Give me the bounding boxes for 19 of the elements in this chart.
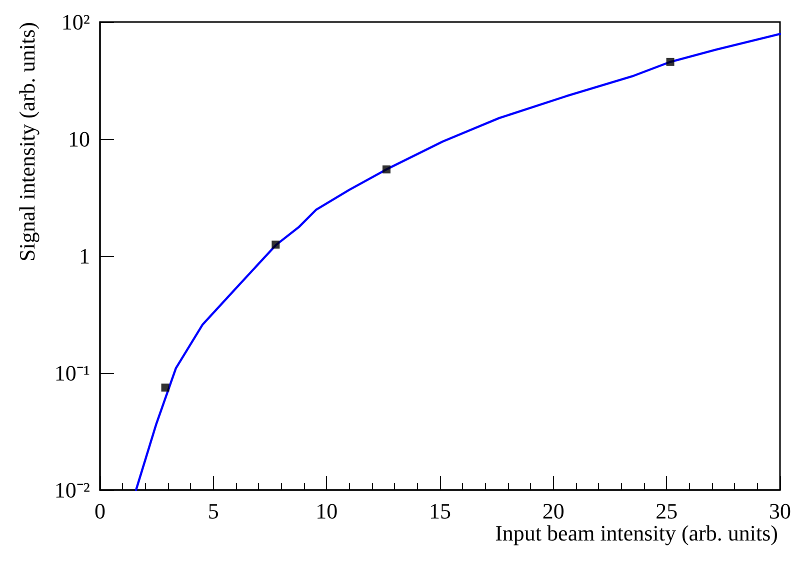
x-tick-label: 15 [429,498,451,524]
x-tick-label: 5 [208,498,219,524]
y-tick-label: 10⁻² [54,478,90,502]
point [382,165,391,174]
x-tick-label: 30 [769,498,791,524]
point [666,58,674,66]
x-axis-title: Input beam intensity (arb. units) [495,520,778,546]
y-axis-title: Signal intensity (arb. units) [14,22,40,262]
y-tick-label: 10 [68,126,90,152]
x-tick-label: 0 [94,498,106,524]
point [272,240,280,249]
x-tick-label: 20 [542,498,564,524]
y-tick-label: 10² [61,10,90,34]
x-tick-label: 10 [316,498,338,524]
y-tick-label: 10⁻¹ [54,360,90,386]
point [161,384,170,392]
line-series [134,32,782,492]
x-tick-label: 25 [656,498,678,524]
y-tick-label: 1 [79,244,90,268]
